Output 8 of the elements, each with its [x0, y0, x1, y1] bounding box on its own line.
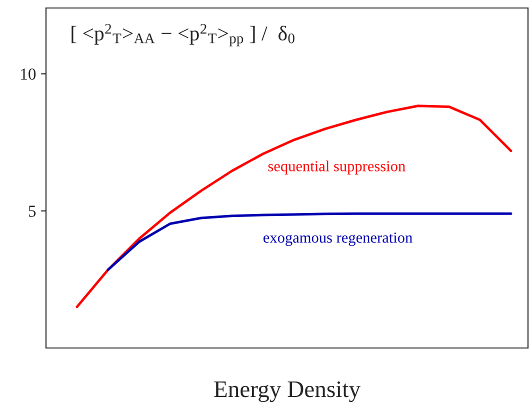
y-tick-label: 10 [21, 68, 36, 80]
y-tick-label: 5 [28, 206, 36, 217]
line-series [106, 212, 512, 272]
series-label: sequential suppression [268, 160, 406, 174]
x-axis-title: Energy Density [214, 381, 360, 402]
line-series [76, 104, 512, 308]
series-label: exogamous regeneration [263, 232, 412, 246]
chart-title: [ <p$^{2}$$_{T}$>$_{AA}$ − <p$^{2}$$_{T}$>$_{pp}$ ] / δ$_{0}$ [72, 24, 294, 46]
